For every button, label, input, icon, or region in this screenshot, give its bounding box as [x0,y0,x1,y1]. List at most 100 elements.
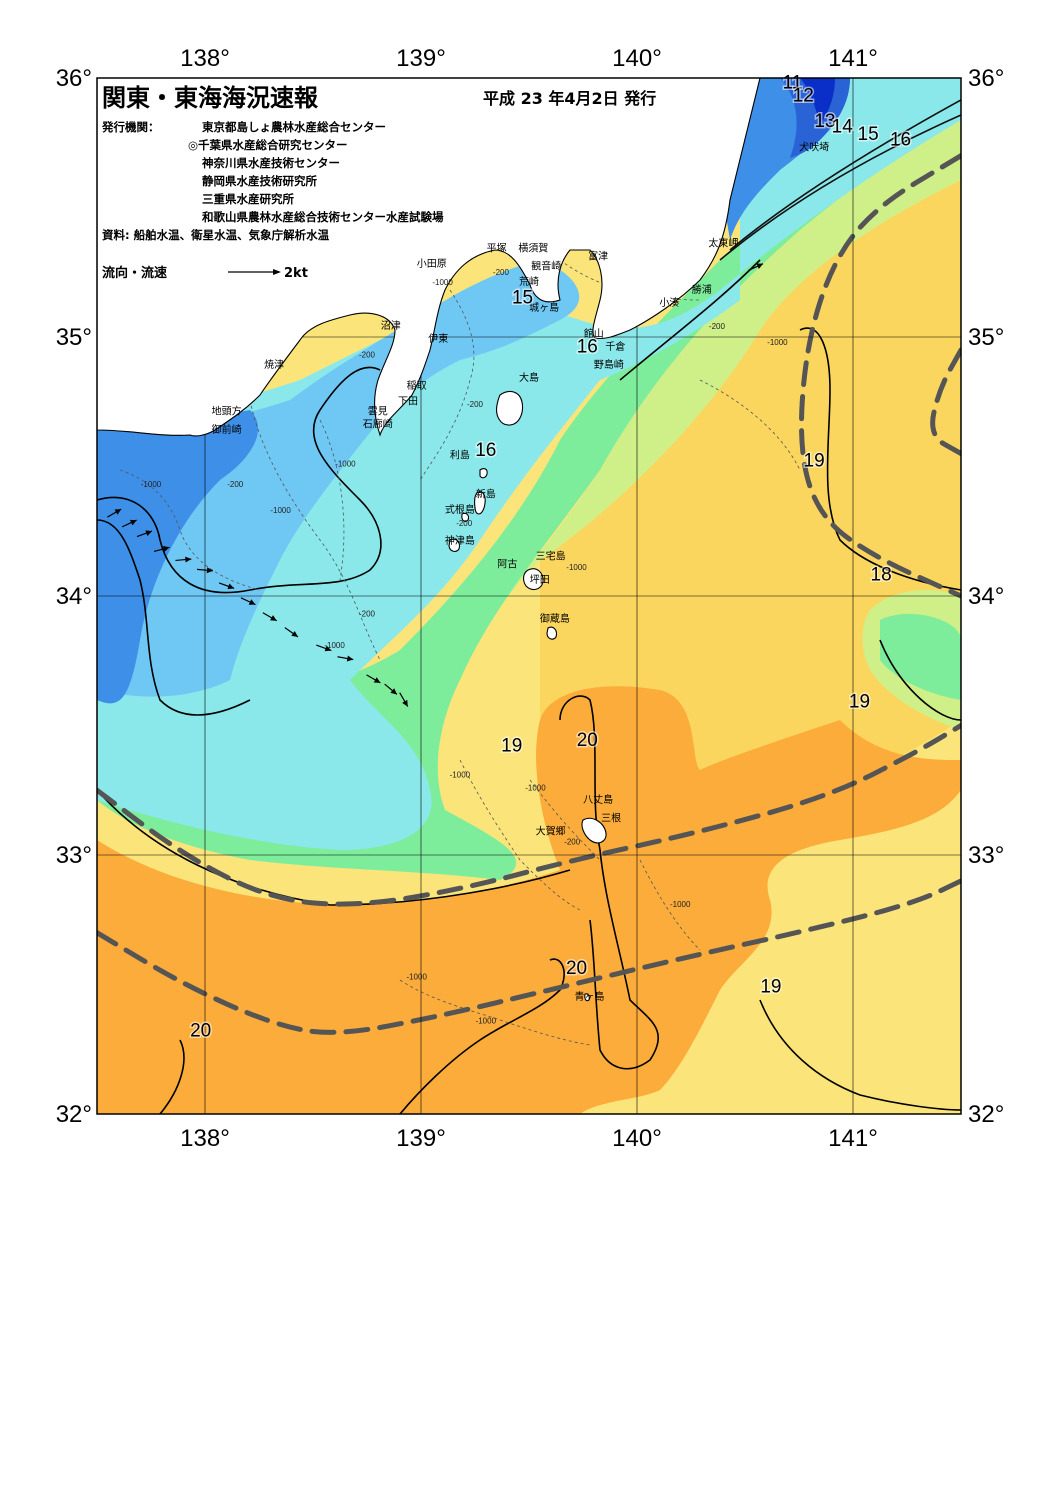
miyakejima [523,568,544,591]
lon-label-top: 141° [828,45,878,72]
lat-lon-grid: 138° 138° 139° 139° 140° 140° 141° 141° 36° 36° 35… [56,45,1005,1152]
hachijojima [581,817,607,844]
current-arrow [153,545,170,553]
lon-label-bottom: 141° [828,1125,878,1152]
issuer-org-6: 和歌山県農林水産総合技術センター水産試験場 [202,210,444,224]
kuroshio-axis-line [930,347,961,457]
current-arrow [262,612,278,622]
lat-label-left: 36° [56,65,92,92]
depth-label: -1000 [141,480,162,489]
isotherm-label: 18 [871,564,892,585]
depth-label: -1000 [670,900,691,909]
depth-label: -200 [467,400,484,409]
isotherm-label: 20 [190,1020,211,1041]
place-label: 犬吠埼 [799,141,829,154]
place-label: 勝浦 [692,283,712,296]
isotherm-label: 15 [858,124,879,145]
data-source: 資料: 船舶水温、衛星水温、気象庁解析水温 [102,228,330,242]
issue-date: 平成 23 年4月2日 発行 [483,89,656,108]
issuer-label: 発行機関： [101,120,160,134]
place-label: 御前崎 [212,423,242,436]
place-label: 三宅島 [536,550,566,563]
lon-label-top: 139° [396,45,446,72]
depth-label: -1000 [324,641,345,650]
depth-label: -1000 [432,278,453,287]
place-label: 雲見 [368,406,388,418]
isotherm-label: 20 [577,730,598,751]
kozushima [448,538,460,552]
place-label: 三根 [601,811,621,824]
aogashima [584,993,590,1002]
isotherm-label: 15 [512,287,533,308]
lat-label-right: 35° [968,324,1004,351]
current-arrow [218,582,235,590]
depth-label: -1000 [525,783,546,792]
mikurajima [546,626,557,640]
place-label: 利島 [450,449,470,462]
current-arrow [107,508,122,518]
zone-18 [97,110,961,831]
depth-label: -200 [456,519,473,528]
place-label: 館山 [584,327,604,340]
place-label: 坪田 [530,573,550,586]
isotherm-label: 16 [890,129,911,150]
zone-15 [97,260,580,697]
zone-20 [97,686,961,1114]
kuroshio-axis-line [97,723,961,907]
depth-label: -200 [359,351,376,360]
issuer-org-4: 静岡県水産技術研究所 [202,174,317,188]
place-label: 焼津 [264,359,284,371]
place-label: 神津島 [445,534,475,547]
depth-label: -200 [359,610,376,619]
current-legend-label: 流向・流速 [102,265,167,281]
current-legend-arrow [228,269,281,275]
place-label: 下田 [398,396,418,407]
land-areas [97,78,761,1002]
isotherm-label: 19 [760,976,781,997]
place-label: 野島崎 [594,358,624,371]
current-arrow [175,556,192,563]
place-label: 観音崎 [531,260,561,273]
lat-label-left: 32° [56,1101,92,1128]
map-labels: -200 -1000 -200 -1000 -200 -200 -1000 -200 -1000… [107,71,913,1043]
current-arrow [337,655,354,662]
issuer-org-2: ◎千葉県水産総合研究センター [188,138,348,152]
isotherm-lines [97,99,961,1114]
lat-label-right: 32° [968,1101,1004,1128]
current-legend-scale: 2kt [284,266,308,281]
depth-label: -1000 [450,770,471,779]
lon-label-top: 138° [180,45,230,72]
lon-label-top: 140° [612,45,662,72]
depth-label: -1000 [476,1016,497,1025]
lat-label-left: 33° [56,842,92,869]
current-arrow [196,567,214,574]
izu-oshima [496,390,524,426]
honshu-coast [97,78,761,437]
depth-label: -200 [564,838,581,847]
map-title: 関東・東海海況速報 [102,84,319,112]
shikinejima [461,512,470,522]
depth-label: -1000 [335,460,356,469]
map-frame [96,77,962,1115]
place-label: 太東岬 [708,236,738,249]
depth-label: -200 [493,268,510,277]
place-label: 平塚 [487,243,507,255]
current-arrow [136,530,153,538]
isotherm-label: 19 [501,735,522,756]
depth-label: -1000 [406,972,427,981]
place-label: 阿古 [497,558,517,571]
isotherm-label: 14 [832,116,854,137]
current-arrow [384,683,398,695]
place-label: 沼津 [381,319,401,332]
kuroshio-axis [97,153,961,1035]
place-label: 石廊崎 [363,418,393,431]
depth-label: -1000 [566,563,587,572]
place-label: 横須賀 [518,242,548,255]
kuroshio-axis-line [799,153,961,599]
lat-label-right: 34° [968,583,1004,610]
isotherm-label: 13 [814,111,835,132]
issuer-org-5: 三重県水産研究所 [202,192,294,206]
place-label: 荒崎 [519,275,539,288]
isotherm-label: 16 [475,440,496,461]
